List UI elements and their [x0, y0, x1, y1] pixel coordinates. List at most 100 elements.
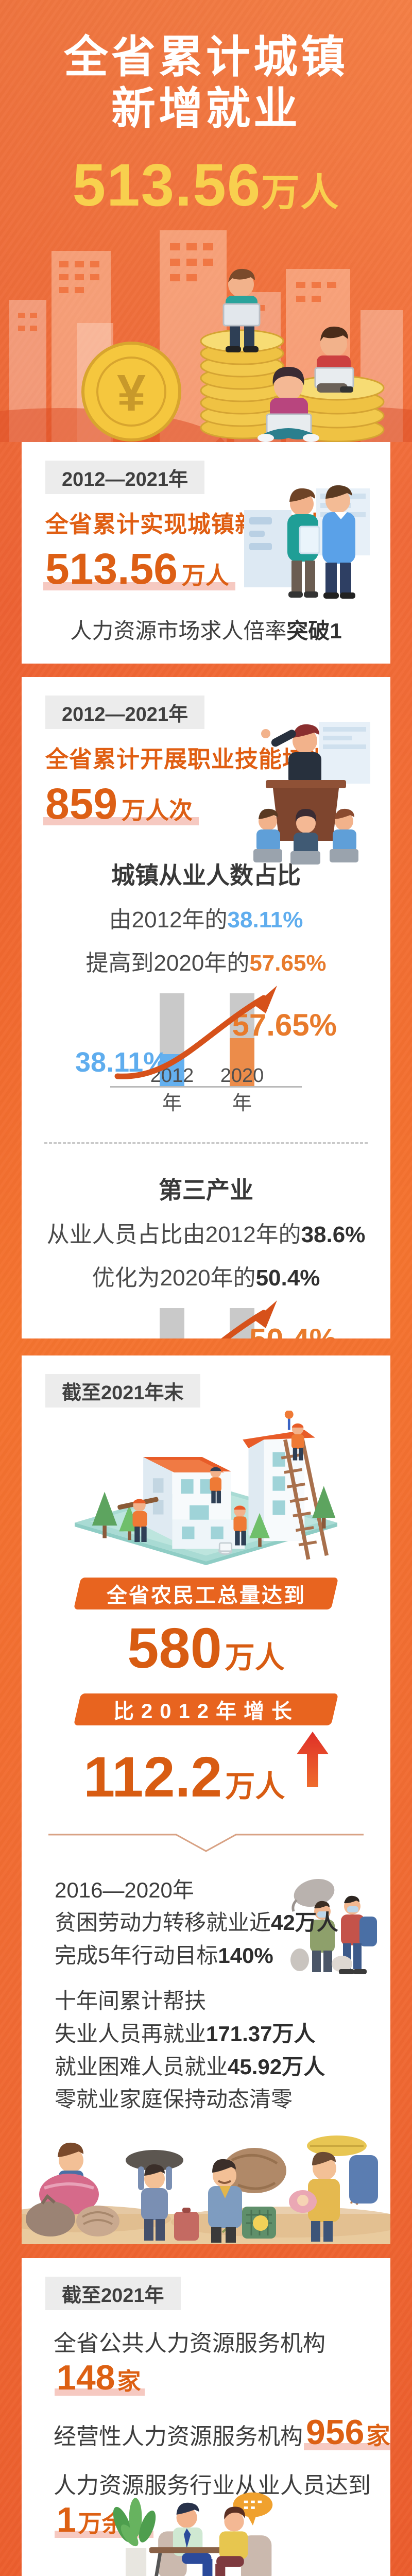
card4-line1-unit: 家 [117, 2367, 141, 2395]
card-hr-services: 截至2021年 全省公共人力资源服务机构 148家 经营性人力资源服务机构 956家… [22, 2258, 390, 2576]
para-line7: 零就业家庭保持动态清零 [55, 2087, 293, 2112]
para-line1: 2016—2020年 [55, 1877, 194, 1902]
pink-highlight [43, 582, 235, 590]
card4-line2-number: 956 [306, 2412, 365, 2452]
migrant-family-illustration [22, 2135, 390, 2244]
chart1-line2: 提高到2020年的57.65% [22, 944, 390, 977]
para-line6: 就业困难人员就业45.92万人 [55, 2050, 390, 2083]
chart1-line2-prefix: 提高到2020年的 [85, 950, 250, 976]
chart2-title: 第三产业 [159, 1176, 253, 1204]
card2-number: 859 [45, 779, 118, 828]
card-new-urban-jobs: 2012—2021年 全省累计实现城镇新增就业 513.56 万人 [22, 442, 390, 664]
card4-line2-text: 经营性人力资源服务机构 [54, 2424, 303, 2449]
migrant-workers-illustration [290, 1878, 377, 1974]
notched-divider [48, 1834, 364, 1852]
chart1-line1-value: 38.11% [227, 907, 303, 933]
chart2-line2: 优化为2020年的50.4% [22, 1259, 390, 1292]
bar-chart-urban-employment: 38.11% 57.65% 2012年 2020年 [75, 985, 337, 1115]
hero-title-line2: 新增就业 [111, 83, 301, 133]
card-skills-training: 2012—2021年 全省累计开展职业技能培训 859 万人次 [22, 676, 390, 1338]
card3-number2-row: 112.2 万人 [22, 1731, 390, 1810]
hero-number-unit: 万人 [261, 171, 340, 214]
card2-number-group: 859 万人次 [43, 779, 199, 829]
hero-section: 全省累计城镇 新增就业 513.56万人 [0, 0, 412, 442]
card1-number-group: 513.56 万人 [43, 544, 235, 594]
card4-line1-number: 148 [57, 2358, 115, 2397]
card4-line1-number-group: 148家 [55, 2358, 145, 2398]
card3-number1-unit: 万人 [225, 1640, 285, 1674]
card1-line1: 人力资源市场求人倍率突破1 [22, 614, 390, 645]
chart1-line2-value: 57.65% [249, 950, 327, 976]
hero-number-value: 513.56 [72, 151, 262, 218]
chart1-axis [110, 1086, 302, 1088]
para-line5: 失业人员再就业171.37万人 [55, 2018, 390, 2050]
pink-highlight [304, 2443, 390, 2450]
card1-number-unit: 万人 [181, 562, 229, 589]
up-arrow-icon [296, 1731, 329, 1787]
card3-number2-group: 112.2 万人 [83, 1744, 285, 1810]
card4-line2-number-group: 956家 [304, 2412, 390, 2452]
period-label-card4: 截至2021年 [45, 2276, 181, 2310]
para-line2-bold: 42万人 [271, 1910, 338, 1935]
card4-line3: 人力资源服务行业从业人员达到 1万余人 [54, 2467, 390, 2540]
card4-line1-text: 全省公共人力资源服务机构 [54, 2330, 325, 2356]
bar-chart-tertiary-industry: 38.6% 50.4% 2012年 2020年 [93, 1300, 337, 1338]
card3-number2: 112.2 [83, 1745, 222, 1809]
hero-headline-number: 513.56万人 [0, 150, 412, 219]
para-line3-normal: 完成5年行动目标 [55, 1943, 218, 1968]
chart1-line1: 由2012年的38.11% [22, 901, 390, 934]
para-line5-normal: 失业人员再就业 [55, 2021, 207, 2046]
period-label-card2: 2012—2021年 [45, 695, 205, 729]
card4-line3-number: 1 [57, 2500, 76, 2539]
chart1-category-2020: 2020年 [220, 1064, 264, 1114]
para-line3: 完成5年行动目标140% [55, 1939, 390, 1972]
hero-title-line1: 全省累计城镇 [64, 32, 348, 82]
training-class-illustration [253, 721, 370, 865]
hero-title: 全省累计城镇 新增就业 [0, 32, 412, 135]
colleagues-illustration [244, 485, 370, 599]
card1-number: 513.56 [45, 544, 178, 593]
trend-arrow-icon [114, 985, 277, 1079]
hero-city-coins-illustration: ¥ [0, 230, 412, 442]
card2-heading: 全省累计开展职业技能培训 [45, 745, 330, 772]
construction-illustration [75, 1410, 337, 1565]
card4-line3-text: 人力资源服务行业从业人员达到 [54, 2472, 371, 2498]
svg-text:¥: ¥ [117, 364, 146, 422]
card-migrant-workers: 截至2021年末 [22, 1355, 390, 2244]
chart1-line1-prefix: 由2012年的 [109, 907, 228, 933]
dashed-divider [44, 1142, 368, 1144]
card4-line1: 全省公共人力资源服务机构 148家 [54, 2325, 390, 2398]
chart2-line1: 从业人员占比由2012年的38.6% [22, 1216, 390, 1249]
card4-line2-unit: 家 [366, 2422, 390, 2449]
chart1-title: 城镇从业人数占比 [111, 861, 301, 889]
card3-number1: 580 [127, 1616, 222, 1680]
bar-2020 [230, 1038, 254, 1086]
card2-number-unit: 万人次 [122, 796, 193, 824]
para-gap [55, 1972, 390, 1985]
bar-track-2012 [160, 1308, 184, 1338]
interview-illustration [113, 2492, 273, 2576]
para-line5-bold: 171.37万人 [206, 2021, 316, 2046]
chart2-line2-value: 50.4% [255, 1265, 320, 1291]
banner-total-migrant-workers: 全省农民工总量达到 [73, 1577, 339, 1609]
banner1-text: 全省农民工总量达到 [106, 1584, 306, 1607]
card3-paragraph: 2016—2020年 贫困劳动力转移就业近42万人 完成5年行动目标140% 十… [55, 1874, 390, 2116]
chart2-line2-prefix: 优化为2020年的 [92, 1265, 256, 1291]
chart2-line1-prefix: 从业人员占比由2012年的 [46, 1222, 301, 1247]
bar-track-2012 [160, 993, 184, 1086]
trend-arrow-icon [221, 1300, 277, 1338]
para-line4: 十年间累计帮扶 [55, 1988, 207, 2013]
card3-number2-unit: 万人 [225, 1769, 285, 1803]
card4-line2: 经营性人力资源服务机构 956家 [54, 2412, 390, 2452]
card1-line1-bold: 突破1 [286, 618, 342, 643]
para-line6-bold: 45.92万人 [228, 2054, 325, 2079]
pink-highlight [55, 2388, 145, 2396]
chart2-line1-value: 38.6% [301, 1222, 366, 1247]
chart1-orange-value-label: 57.65% [232, 1007, 337, 1042]
period-label-card3: 截至2021年末 [45, 1374, 200, 1408]
banner-growth-since-2012: 比2012年增长 [73, 1693, 339, 1725]
para-line2-normal: 贫困劳动力转移就业近 [55, 1910, 271, 1935]
card3-number1-row: 580 万人 [22, 1616, 390, 1681]
para-line3-bold: 140% [218, 1943, 273, 1968]
